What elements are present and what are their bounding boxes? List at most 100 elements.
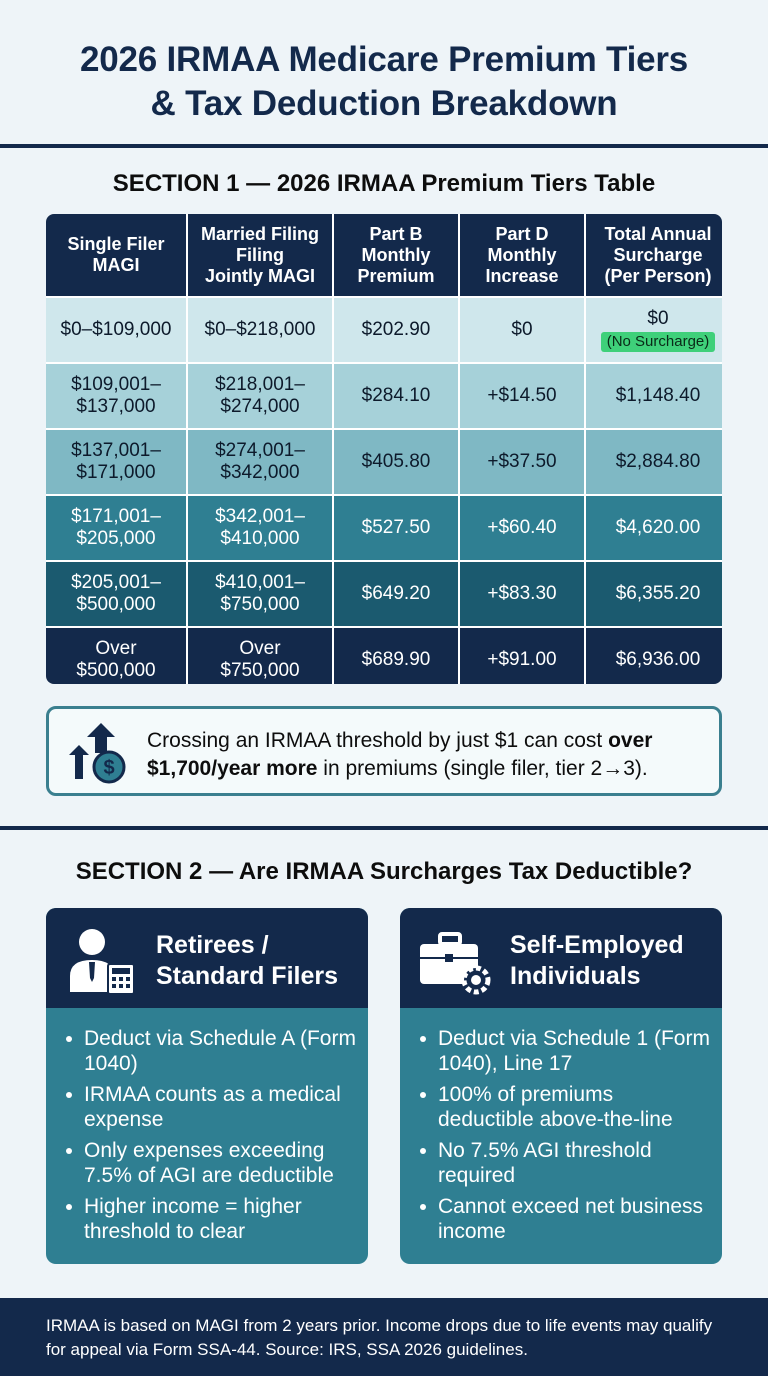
cell-line: $137,001– — [71, 440, 161, 461]
header-line: Premium — [357, 265, 435, 286]
cell-line: $750,000 — [220, 594, 300, 615]
page-title: 2026 IRMAA Medicare Premium Tiers & Tax … — [0, 38, 768, 126]
card-header: Self-Employed Individuals — [400, 908, 722, 1008]
list-item: IRMAA counts as a medical expense — [64, 1082, 360, 1132]
table-header-cell: Total Annual Surcharge (Per Person) — [586, 214, 722, 296]
threshold-callout: $ Crossing an IRMAA threshold by just $1… — [46, 706, 722, 796]
card-header: Retirees / Standard Filers — [46, 908, 368, 1008]
part-d-increase-cell: +$37.50 — [460, 430, 584, 494]
cell-line: $218,001– — [215, 374, 305, 395]
cell-line: $0–$109,000 — [60, 319, 172, 340]
table-header-cell: Single Filer MAGI — [46, 214, 186, 296]
part-d-increase-cell: +$91.00 — [460, 628, 584, 684]
joint-magi-cell: $0–$218,000 — [188, 298, 332, 362]
part-b-premium-cell: $405.80 — [334, 430, 458, 494]
callout-text-end: in premiums (single filer, tier 2→3). — [317, 757, 648, 780]
card-title-line2: Standard Filers — [156, 962, 338, 990]
divider — [0, 826, 768, 830]
header-line: MAGI — [92, 255, 140, 275]
card-title: Retirees / Standard Filers — [156, 930, 362, 992]
person-calculator-icon — [70, 929, 135, 995]
card-bullet-list: Deduct via Schedule 1 (Form 1040), Line … — [418, 1026, 714, 1250]
header-line: Increase — [485, 265, 559, 286]
part-d-increase-cell: $0 — [460, 298, 584, 362]
card-title-line1: Self-Employed — [510, 931, 684, 959]
irmaa-tier-table: Single Filer MAGI Married Filing Filing Join… — [46, 214, 722, 684]
list-item: Deduct via Schedule 1 (Form 1040), Line … — [418, 1026, 714, 1076]
single-filer-magi-cell: $137,001– $171,000 — [46, 430, 186, 494]
cell-line: $410,000 — [220, 528, 300, 549]
list-item: Higher income = higher threshold to clea… — [64, 1194, 360, 1244]
part-b-premium-cell: $527.50 — [334, 496, 458, 560]
single-filer-magi-cell: $171,001– $205,000 — [46, 496, 186, 560]
header-line: Surcharge — [613, 244, 703, 265]
list-item: Deduct via Schedule A (Form 1040) — [64, 1026, 360, 1076]
footer-note: IRMAA is based on MAGI from 2 years prio… — [46, 1316, 713, 1359]
header-line: Married Filing — [200, 223, 319, 244]
total-surcharge-cell: $6,355.20 — [586, 562, 722, 626]
total-value: $6,355.20 — [615, 583, 701, 604]
part-d-increase-cell: +$83.30 — [460, 562, 584, 626]
total-surcharge-cell: $2,884.80 — [586, 430, 722, 494]
table-header-cell: Married Filing Filing Jointly MAGI — [188, 214, 332, 296]
single-filer-magi-cell: $109,001– $137,000 — [46, 364, 186, 428]
joint-magi-cell: $410,001– $750,000 — [188, 562, 332, 626]
total-surcharge-cell: $4,620.00 — [586, 496, 722, 560]
cell-line: $274,001– — [215, 440, 305, 461]
cell-line: $205,000 — [76, 528, 156, 549]
callout-text-emphasis: over $1,700/year more — [147, 729, 653, 780]
card-bullet-list: Deduct via Schedule A (Form 1040) IRMAA … — [64, 1026, 360, 1250]
part-d-increase-cell: +$14.50 — [460, 364, 584, 428]
footer: IRMAA is based on MAGI from 2 years prio… — [0, 1298, 768, 1376]
total-surcharge-cell: $6,936.00 — [586, 628, 722, 684]
table-header-cell: Part D Monthly Increase — [460, 214, 584, 296]
total-value: $6,936.00 — [615, 649, 701, 670]
list-item: Only expenses exceeding 7.5% of AGI are … — [64, 1138, 360, 1188]
card-self-employed: Self-Employed Individuals Deduct via Sch… — [400, 908, 722, 1264]
total-surcharge-cell: $0 (No Surcharge) — [586, 298, 722, 362]
cell-line: $137,000 — [76, 396, 156, 417]
svg-text:$: $ — [103, 757, 114, 779]
total-value: $1,148.40 — [615, 385, 701, 406]
no-surcharge-badge: (No Surcharge) — [600, 332, 716, 352]
part-d-increase-cell: +$60.40 — [460, 496, 584, 560]
joint-magi-cell: $274,001– $342,000 — [188, 430, 332, 494]
total-value: $4,620.00 — [615, 517, 701, 538]
part-b-premium-cell: $202.90 — [334, 298, 458, 362]
page-title-line2: & Tax Deduction Breakdown — [150, 84, 618, 123]
list-item: Cannot exceed net business income — [418, 1194, 714, 1244]
section1-heading: SECTION 1 — 2026 IRMAA Premium Tiers Tab… — [112, 170, 656, 197]
joint-magi-cell: $218,001– $274,000 — [188, 364, 332, 428]
callout-text-start: Crossing an IRMAA threshold by just $1 c… — [147, 729, 609, 752]
header-line: (Per Person) — [604, 265, 712, 286]
single-filer-magi-cell: $205,001– $500,000 — [46, 562, 186, 626]
cell-line: $0–$218,000 — [204, 319, 316, 340]
single-filer-magi-cell: $0–$109,000 — [46, 298, 186, 362]
card-title: Self-Employed Individuals — [510, 930, 716, 992]
header-line: Monthly — [487, 244, 557, 265]
header-line: Filing — [236, 244, 284, 265]
list-item: No 7.5% AGI threshold required — [418, 1138, 714, 1188]
header-line: Single Filer — [67, 234, 165, 254]
single-filer-magi-cell: Over $500,000 — [46, 628, 186, 684]
part-b-premium-cell: $689.90 — [334, 628, 458, 684]
page-title-line1: 2026 IRMAA Medicare Premium Tiers — [79, 40, 689, 79]
card-retirees: Retirees / Standard Filers Deduct via Sc… — [46, 908, 368, 1264]
cell-line: $109,001– — [71, 374, 161, 395]
joint-magi-cell: $342,001– $410,000 — [188, 496, 332, 560]
part-b-premium-cell: $284.10 — [334, 364, 458, 428]
cell-line: $410,001– — [215, 572, 305, 593]
header-line: Part B — [369, 223, 423, 244]
cell-line: $274,000 — [220, 396, 300, 417]
table-header-cell: Part B Monthly Premium — [334, 214, 458, 296]
cell-line: Over — [239, 638, 281, 659]
cell-line: Over — [95, 638, 137, 659]
header-line: Total Annual — [604, 223, 712, 244]
header-line: Part D — [495, 223, 549, 244]
section2-heading: SECTION 2 — Are IRMAA Surcharges Tax Ded… — [75, 858, 693, 885]
total-value: $0 — [647, 308, 669, 329]
cell-line: $750,000 — [220, 660, 300, 681]
header-line: Monthly — [361, 244, 431, 265]
joint-magi-cell: Over $750,000 — [188, 628, 332, 684]
list-item: 100% of premiums deductible above-the-li… — [418, 1082, 714, 1132]
